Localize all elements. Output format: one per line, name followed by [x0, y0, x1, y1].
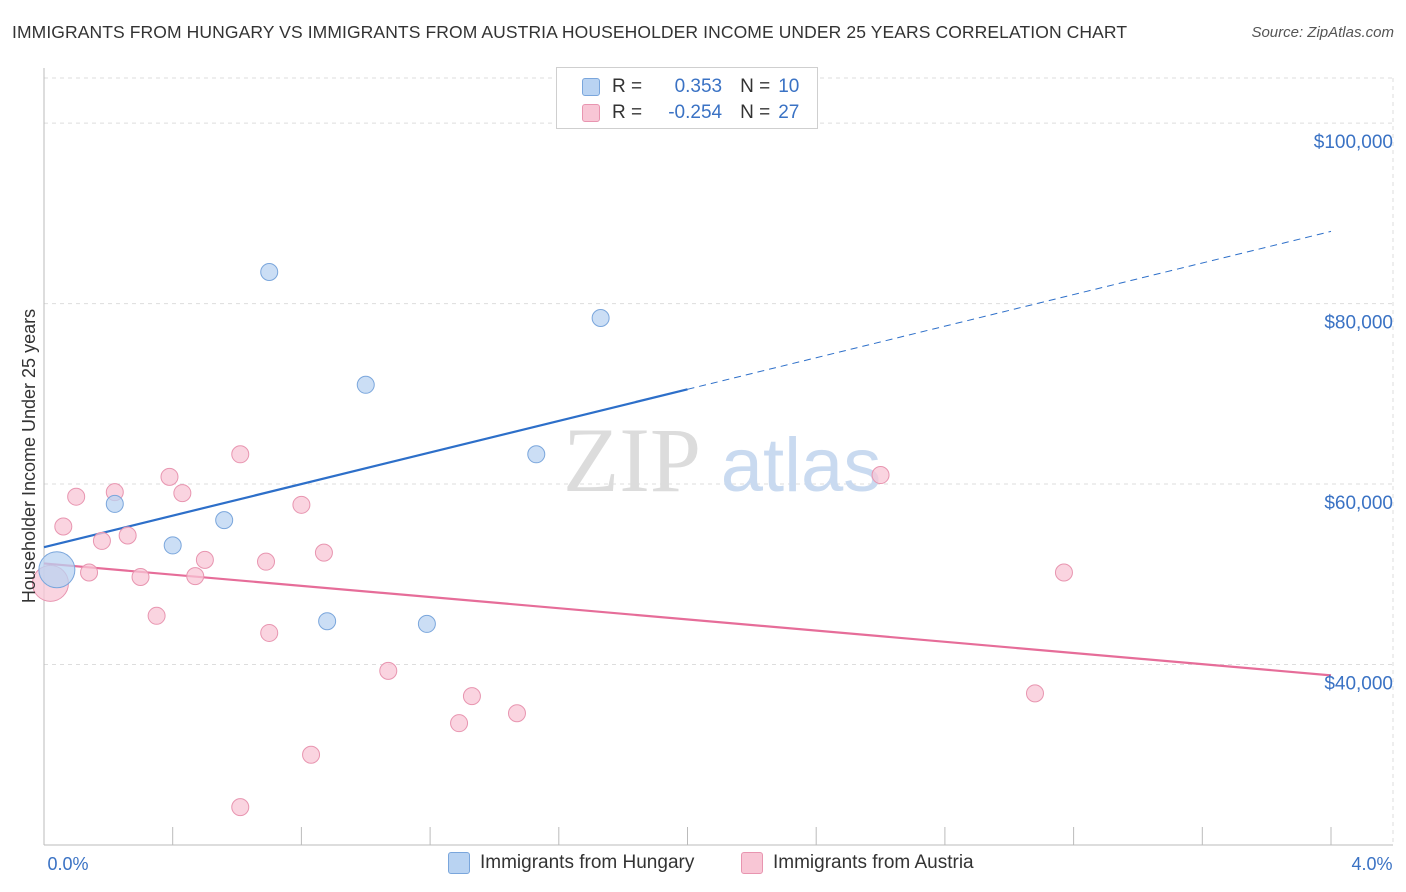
austria-point [462, 687, 481, 706]
hungary-point [318, 612, 337, 631]
r-label: R = [612, 76, 643, 97]
legend-row-hungary: R = 0.353 N = 10 [582, 76, 799, 98]
austria-legend-swatch [741, 852, 763, 874]
austria-point [292, 495, 311, 514]
y-tick-label: $40,000 [1324, 674, 1393, 695]
n-label: N = [740, 76, 771, 97]
hungary-point [591, 309, 610, 328]
hungary-point [215, 511, 234, 530]
legend-row-austria: R = -0.254 N = 27 [582, 102, 799, 124]
hungary-point [417, 614, 436, 633]
austria-n-value: 27 [778, 102, 800, 123]
hungary-trend-line [43, 388, 688, 549]
austria-point [257, 552, 276, 571]
legend-item-austria[interactable]: Immigrants from Austria [741, 852, 974, 874]
austria-point [54, 517, 73, 536]
austria-point [231, 798, 250, 817]
austria-point [131, 568, 150, 587]
hungary-r-value: 0.353 [674, 76, 723, 97]
hungary-point [260, 263, 279, 282]
y-tick-label: $60,000 [1324, 493, 1393, 514]
austria-point [260, 623, 279, 642]
n-label: N = [740, 102, 771, 123]
austria-point [173, 484, 192, 503]
austria-point [160, 467, 179, 486]
source-label: Source: ZipAtlas.com [1251, 24, 1394, 41]
austria-point [186, 567, 205, 586]
austria-point [507, 704, 526, 723]
watermark-zip: ZIP [563, 409, 701, 511]
austria-point [871, 466, 890, 485]
austria-point [67, 487, 86, 506]
legend-item-hungary[interactable]: Immigrants from Hungary [448, 852, 694, 874]
hungary-point [38, 551, 76, 589]
r-label: R = [612, 102, 643, 123]
hungary-legend-label: Immigrants from Hungary [480, 852, 695, 873]
austria-point [147, 606, 166, 625]
austria-point [118, 526, 137, 545]
austria-point [195, 550, 214, 569]
hungary-point [105, 494, 124, 513]
austria-point [231, 445, 250, 464]
austria-point [1054, 563, 1073, 582]
austria-legend-label: Immigrants from Austria [773, 852, 974, 873]
austria-point [80, 563, 99, 582]
y-axis-label: Householder Income Under 25 years [19, 309, 39, 603]
austria-point [379, 661, 398, 680]
hungary-point [163, 536, 182, 555]
y-tick-label: $100,000 [1314, 132, 1393, 153]
x-tick-label-max: 4.0% [1351, 854, 1392, 874]
hungary-point [356, 375, 375, 394]
x-tick-label-min: 0.0% [47, 854, 88, 874]
y-tick-label: $80,000 [1324, 313, 1393, 334]
austria-point [302, 745, 321, 764]
hungary-legend-swatch [448, 852, 470, 874]
hungary-point [527, 445, 546, 464]
austria-point [450, 714, 469, 733]
chart-title: IMMIGRANTS FROM HUNGARY VS IMMIGRANTS FR… [12, 22, 1128, 42]
austria-point [1025, 684, 1044, 703]
watermark-atlas: atlas [721, 423, 882, 508]
correlation-legend: R = 0.353 N = 10 R = -0.254 N = 27 [556, 67, 818, 129]
austria-point [92, 531, 111, 550]
austria-swatch [582, 104, 600, 122]
hungary-trend-extension [687, 230, 1332, 390]
austria-r-value: -0.254 [668, 102, 723, 123]
austria-point [314, 543, 333, 562]
hungary-n-value: 10 [778, 76, 800, 97]
austria-trend-line [43, 562, 1332, 677]
hungary-swatch [582, 78, 600, 96]
